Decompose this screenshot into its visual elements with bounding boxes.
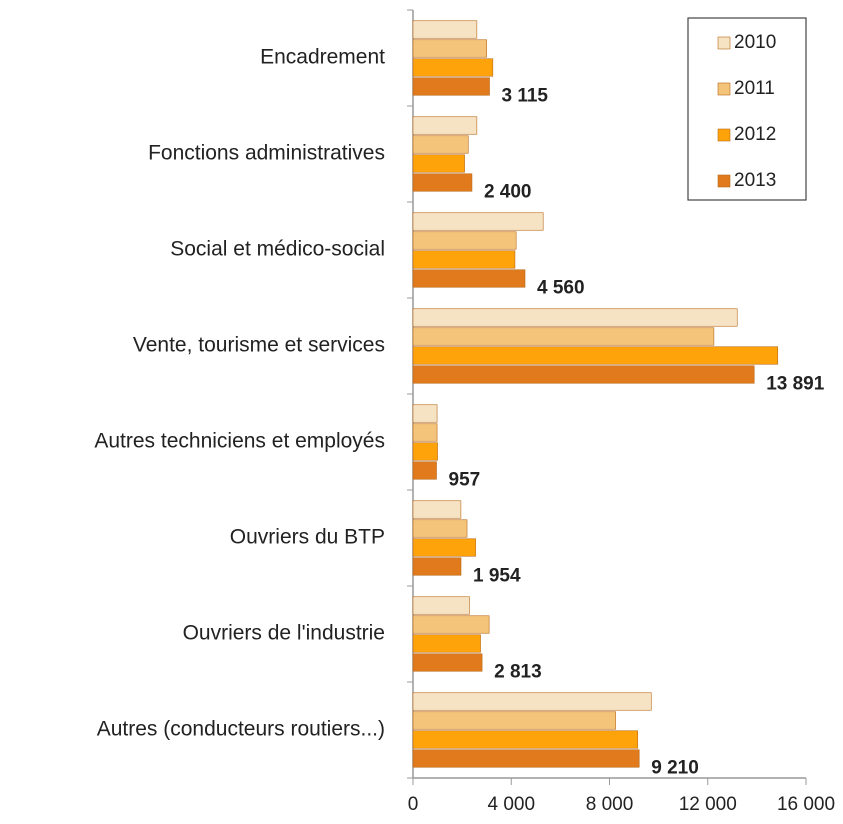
bar — [412, 461, 437, 480]
x-tick-label: 8 000 — [586, 794, 634, 815]
bar — [412, 596, 470, 615]
bar — [412, 615, 490, 634]
bar — [412, 39, 487, 58]
bar — [412, 557, 462, 576]
value-label: 9 210 — [651, 758, 699, 779]
x-tick-label: 4 000 — [487, 794, 535, 815]
legend-swatch — [717, 36, 731, 50]
value-label: 4 560 — [537, 278, 585, 299]
category-label: Vente, tourisme et services — [133, 334, 385, 357]
x-tick-label: 16 000 — [777, 794, 835, 815]
legend-box — [687, 17, 807, 201]
value-label: 2 400 — [484, 182, 532, 203]
bar — [412, 423, 438, 442]
bar — [412, 173, 473, 192]
bar — [412, 250, 516, 269]
bar — [412, 519, 468, 538]
bar — [412, 20, 478, 39]
category-label: Autres techniciens et employés — [94, 430, 385, 453]
category-label: Encadrement — [260, 46, 385, 69]
bar — [412, 711, 616, 730]
value-label: 957 — [449, 470, 481, 491]
value-label: 3 115 — [502, 86, 549, 107]
bar — [412, 500, 462, 519]
category-label: Fonctions administratives — [148, 142, 385, 165]
bar — [412, 154, 465, 173]
bar — [412, 653, 483, 672]
legend-swatch — [717, 174, 731, 188]
value-label: 13 891 — [766, 374, 825, 395]
bar — [412, 116, 478, 135]
category-label: Social et médico-social — [170, 238, 385, 261]
value-label: 2 813 — [494, 662, 542, 683]
bar — [412, 58, 494, 77]
bar — [412, 634, 481, 653]
bar — [412, 269, 526, 288]
category-label: Ouvriers de l'industrie — [183, 622, 385, 645]
legend-label: 2010 — [734, 32, 776, 53]
bar — [412, 365, 755, 384]
bar — [412, 327, 715, 346]
legend-swatch — [717, 128, 731, 142]
bar — [412, 442, 438, 461]
legend-label: 2012 — [734, 124, 776, 145]
legend-label: 2013 — [734, 170, 776, 191]
legend-swatch — [717, 82, 731, 96]
legend-label: 2011 — [734, 78, 775, 99]
bar — [412, 231, 517, 250]
value-label: 1 954 — [473, 566, 521, 587]
bar — [412, 404, 438, 423]
bar — [412, 538, 476, 557]
bar — [412, 308, 738, 327]
bar — [412, 77, 490, 96]
x-tick-label: 12 000 — [679, 794, 737, 815]
bar — [412, 692, 652, 711]
x-tick-label: 0 — [408, 794, 419, 815]
bar — [412, 212, 544, 231]
bar — [412, 135, 469, 154]
bar — [412, 346, 779, 365]
bar — [412, 730, 639, 749]
category-label: Ouvriers du BTP — [230, 526, 385, 549]
bar — [412, 749, 640, 768]
category-label: Autres (conducteurs routiers...) — [97, 718, 385, 741]
